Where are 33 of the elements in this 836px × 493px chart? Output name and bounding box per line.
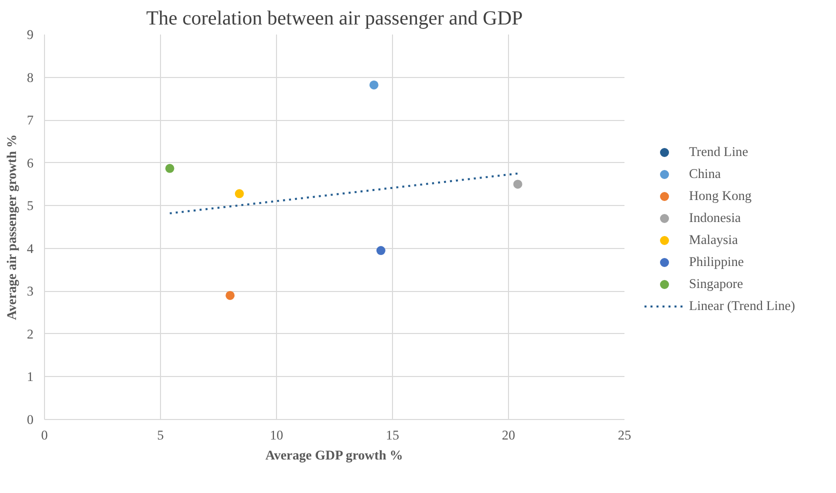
x-tick-label: 10	[270, 428, 284, 442]
y-tick-label: 6	[26, 155, 34, 170]
legend-label: Malaysia	[689, 232, 738, 248]
y-axis-title: Average air passenger growth %	[4, 134, 19, 320]
y-tick-label: 1	[26, 369, 34, 384]
point	[376, 246, 386, 256]
y-tick-label: 0	[26, 412, 34, 427]
point	[513, 180, 522, 189]
y-tick-label: 5	[26, 198, 34, 214]
y-tick-label: 9	[26, 27, 34, 42]
point	[165, 164, 174, 173]
legend-label: Philippine	[689, 254, 744, 270]
x-tick-label: 25	[618, 428, 632, 442]
x-tick-label: 20	[502, 428, 516, 442]
legend-label: Linear (Trend Line)	[689, 298, 796, 314]
x-axis-title: Average GDP growth %	[265, 448, 403, 462]
y-tick-label: 7	[26, 112, 34, 128]
y-tick-label: 4	[26, 240, 34, 256]
point	[234, 189, 244, 198]
x-tick-label: 15	[386, 428, 400, 442]
legend-label: China	[689, 166, 721, 182]
y-tick-label: 2	[26, 326, 34, 342]
legend-label: Indonesia	[689, 210, 741, 226]
y-tick-label: 8	[26, 70, 34, 85]
legend-label: Trend Line	[689, 144, 748, 160]
x-tick-label: 5	[157, 428, 164, 442]
point	[226, 290, 235, 300]
legend-label: Hong Kong	[689, 188, 752, 204]
x-tick-label: 0	[41, 428, 48, 442]
point	[369, 80, 378, 90]
y-tick-label: 3	[26, 284, 34, 299]
legend-label: Singapore	[689, 276, 744, 292]
chart-title: The corelation between air passenger and GDP	[146, 8, 523, 30]
